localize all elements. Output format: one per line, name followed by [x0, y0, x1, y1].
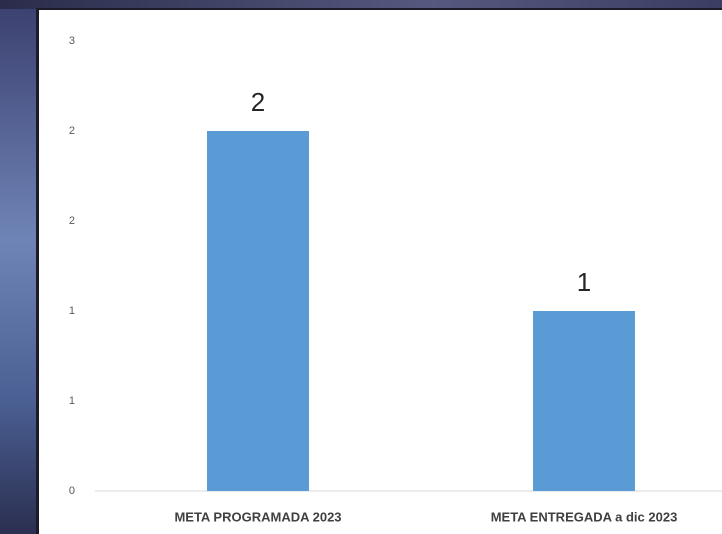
- bar: [533, 311, 635, 491]
- x-tick-label: META PROGRAMADA 2023: [174, 509, 341, 524]
- data-label: 1: [577, 267, 591, 297]
- y-tick-label: 1: [69, 395, 75, 407]
- y-tick-label: 0: [69, 485, 75, 497]
- top-strip: [0, 0, 722, 9]
- y-tick-label: 3: [69, 35, 75, 47]
- y-tick-label: 2: [69, 215, 75, 227]
- x-tick-label: META ENTREGADA a dic 2023: [491, 509, 678, 524]
- plot: 0 1 1 2 2 3 META PROGRAMADA 2023 2 META ENTREGAD…: [69, 35, 722, 524]
- y-tick-label: 2: [69, 125, 75, 137]
- y-tick-label: 1: [69, 305, 75, 317]
- data-label: 2: [251, 87, 265, 117]
- bar: [207, 131, 309, 491]
